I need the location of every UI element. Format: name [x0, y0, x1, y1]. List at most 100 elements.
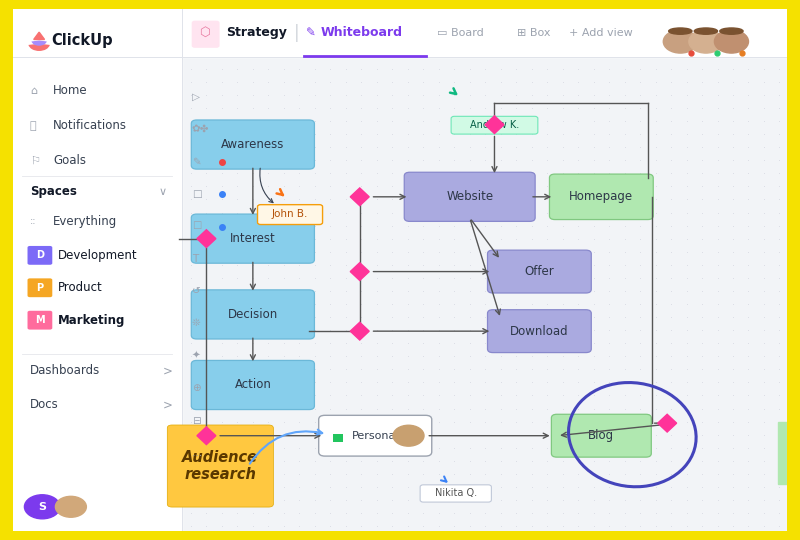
Text: Whiteboard: Whiteboard: [321, 26, 403, 39]
FancyBboxPatch shape: [551, 414, 651, 457]
Circle shape: [25, 495, 60, 519]
Text: Persona: Persona: [352, 431, 396, 441]
FancyBboxPatch shape: [191, 120, 314, 169]
FancyBboxPatch shape: [318, 415, 432, 456]
Bar: [333, 434, 342, 442]
FancyBboxPatch shape: [191, 214, 314, 263]
FancyBboxPatch shape: [27, 246, 52, 265]
Text: ✎: ✎: [192, 156, 201, 166]
FancyBboxPatch shape: [191, 290, 314, 339]
Polygon shape: [350, 322, 370, 340]
Text: Audience
research: Audience research: [182, 450, 258, 482]
FancyBboxPatch shape: [27, 278, 52, 297]
Text: Download: Download: [510, 325, 569, 338]
Text: Everything: Everything: [53, 215, 118, 228]
Text: ▭ Board: ▭ Board: [437, 28, 484, 38]
Polygon shape: [658, 414, 677, 432]
Bar: [778, 422, 787, 484]
Text: ✿✤: ✿✤: [192, 124, 209, 134]
Text: Spaces: Spaces: [30, 185, 77, 198]
Text: P: P: [36, 283, 43, 293]
Circle shape: [393, 425, 424, 446]
Circle shape: [689, 30, 723, 53]
Text: ⬡: ⬡: [199, 26, 210, 39]
Text: …: …: [192, 448, 202, 458]
Text: 🔔: 🔔: [30, 121, 37, 131]
Polygon shape: [197, 230, 216, 247]
Text: Goals: Goals: [53, 154, 86, 167]
Polygon shape: [350, 188, 370, 206]
Text: ⌂: ⌂: [30, 86, 37, 96]
Bar: [13, 9, 182, 531]
Text: Decision: Decision: [228, 308, 278, 321]
Text: ⊟: ⊟: [192, 416, 201, 426]
FancyBboxPatch shape: [27, 311, 52, 329]
FancyBboxPatch shape: [192, 21, 219, 48]
Text: M: M: [35, 315, 45, 325]
Text: ☐: ☐: [192, 221, 201, 231]
Polygon shape: [197, 427, 216, 444]
Text: Offer: Offer: [525, 265, 554, 278]
Text: Home: Home: [53, 84, 88, 97]
Wedge shape: [31, 40, 46, 46]
Circle shape: [663, 30, 698, 53]
Text: Docs: Docs: [30, 399, 58, 411]
Text: Action: Action: [234, 379, 271, 392]
Text: T: T: [192, 253, 198, 264]
Circle shape: [687, 29, 725, 54]
Text: Product: Product: [58, 281, 102, 294]
FancyBboxPatch shape: [420, 485, 491, 502]
Bar: [182, 57, 787, 531]
FancyBboxPatch shape: [258, 205, 322, 225]
Text: Notifications: Notifications: [53, 119, 127, 132]
Text: ⚐: ⚐: [30, 156, 40, 166]
Text: ⊞ Box: ⊞ Box: [517, 28, 550, 38]
Text: Andrew K.: Andrew K.: [470, 120, 519, 130]
Text: ⊕: ⊕: [192, 383, 201, 393]
Polygon shape: [485, 116, 504, 133]
Text: Website: Website: [446, 190, 494, 204]
Text: S: S: [38, 502, 46, 512]
Circle shape: [662, 29, 699, 54]
Text: ∨: ∨: [158, 187, 166, 197]
Text: ::: ::: [30, 217, 36, 226]
Text: Marketing: Marketing: [58, 314, 125, 327]
FancyBboxPatch shape: [191, 360, 314, 409]
FancyBboxPatch shape: [487, 250, 591, 293]
Text: ↺: ↺: [192, 286, 201, 296]
Text: |: |: [294, 24, 299, 42]
Text: Homepage: Homepage: [570, 190, 634, 204]
Text: >: >: [162, 364, 172, 377]
Text: Dashboards: Dashboards: [30, 364, 100, 377]
Text: Awareness: Awareness: [221, 138, 285, 151]
Text: ▷: ▷: [192, 91, 200, 102]
Text: ✎: ✎: [306, 26, 315, 39]
Text: + Add view: + Add view: [569, 28, 633, 38]
Ellipse shape: [694, 28, 718, 34]
Text: >: >: [162, 399, 172, 411]
Circle shape: [714, 30, 749, 53]
Text: John B.: John B.: [272, 209, 308, 219]
FancyBboxPatch shape: [550, 174, 654, 220]
FancyBboxPatch shape: [451, 116, 538, 134]
Text: D: D: [36, 251, 44, 260]
Text: ❊: ❊: [192, 318, 201, 328]
Text: ClickUp: ClickUp: [51, 33, 113, 48]
Ellipse shape: [669, 28, 692, 34]
Polygon shape: [350, 262, 370, 280]
FancyBboxPatch shape: [404, 172, 535, 221]
Text: Development: Development: [58, 249, 138, 262]
Text: Blog: Blog: [588, 429, 614, 442]
FancyBboxPatch shape: [167, 425, 274, 507]
Ellipse shape: [720, 28, 743, 34]
Text: □: □: [192, 188, 202, 199]
Wedge shape: [29, 44, 50, 51]
Text: ✦: ✦: [192, 350, 201, 361]
Bar: [13, 9, 787, 57]
Circle shape: [55, 496, 86, 517]
Text: Interest: Interest: [230, 232, 276, 245]
Polygon shape: [34, 32, 45, 39]
FancyBboxPatch shape: [13, 9, 787, 531]
Text: Nikita Q.: Nikita Q.: [434, 488, 477, 498]
FancyBboxPatch shape: [487, 310, 591, 353]
